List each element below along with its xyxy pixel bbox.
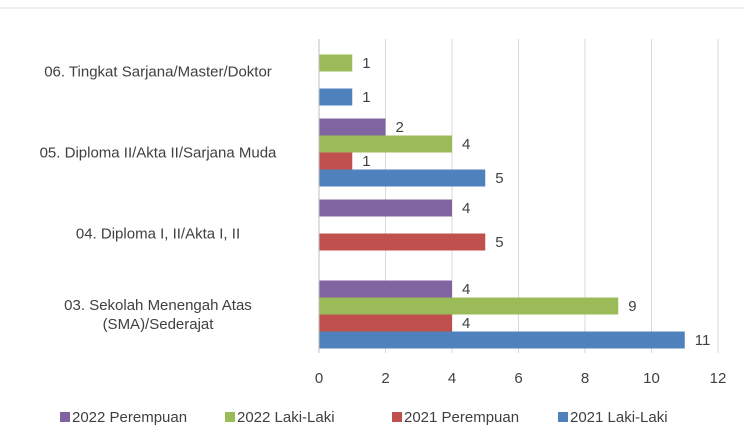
value-label: 4: [462, 136, 470, 153]
bar: [319, 280, 452, 298]
value-label: 11: [695, 332, 711, 349]
value-label: 5: [495, 170, 503, 187]
x-tick-label: 6: [514, 370, 522, 387]
bar: [319, 54, 353, 72]
value-label: 1: [362, 55, 370, 72]
value-label: 2: [396, 119, 404, 136]
x-tick-label: 4: [448, 370, 456, 387]
bar: [319, 152, 353, 170]
legend-swatch: [60, 412, 70, 422]
legend-swatch: [558, 412, 568, 422]
value-label: 4: [462, 315, 470, 332]
legend-swatch: [225, 412, 235, 422]
x-tick-label: 0: [315, 370, 323, 387]
x-tick-label: 12: [710, 370, 727, 387]
value-label: 9: [628, 298, 636, 315]
bar: [319, 135, 452, 153]
value-label: 4: [462, 281, 470, 298]
legend-swatch: [392, 412, 402, 422]
value-label: 1: [362, 153, 370, 170]
x-tick-label: 10: [643, 370, 660, 387]
legend-label: 2022 Perempuan: [72, 409, 187, 426]
value-label: 5: [495, 234, 503, 251]
x-tick-label: 8: [581, 370, 589, 387]
bar: [319, 314, 452, 332]
legend-label: 2021 Laki-Laki: [570, 409, 668, 426]
x-tick-label: 2: [381, 370, 389, 387]
category-label: 04. Diploma I, II/Akta I, II: [75, 225, 241, 242]
bar: [319, 199, 452, 217]
value-label: 1: [362, 89, 370, 106]
category-label: 05. Diploma II/Akta II/Sarjana Muda: [39, 144, 277, 161]
bar: [319, 88, 353, 106]
bar: [319, 297, 619, 315]
category-label: 03. Sekolah Menengah Atas (SMA)/Sederaja…: [64, 296, 252, 333]
bar: [319, 169, 486, 187]
legend-label: 2022 Laki-Laki: [237, 409, 335, 426]
legend-label: 2021 Perempuan: [404, 409, 519, 426]
bar: [319, 233, 486, 251]
bar: [319, 118, 386, 136]
value-label: 4: [462, 200, 470, 217]
category-label: 06. Tingkat Sarjana/Master/Doktor: [44, 63, 272, 80]
bar: [319, 331, 685, 349]
